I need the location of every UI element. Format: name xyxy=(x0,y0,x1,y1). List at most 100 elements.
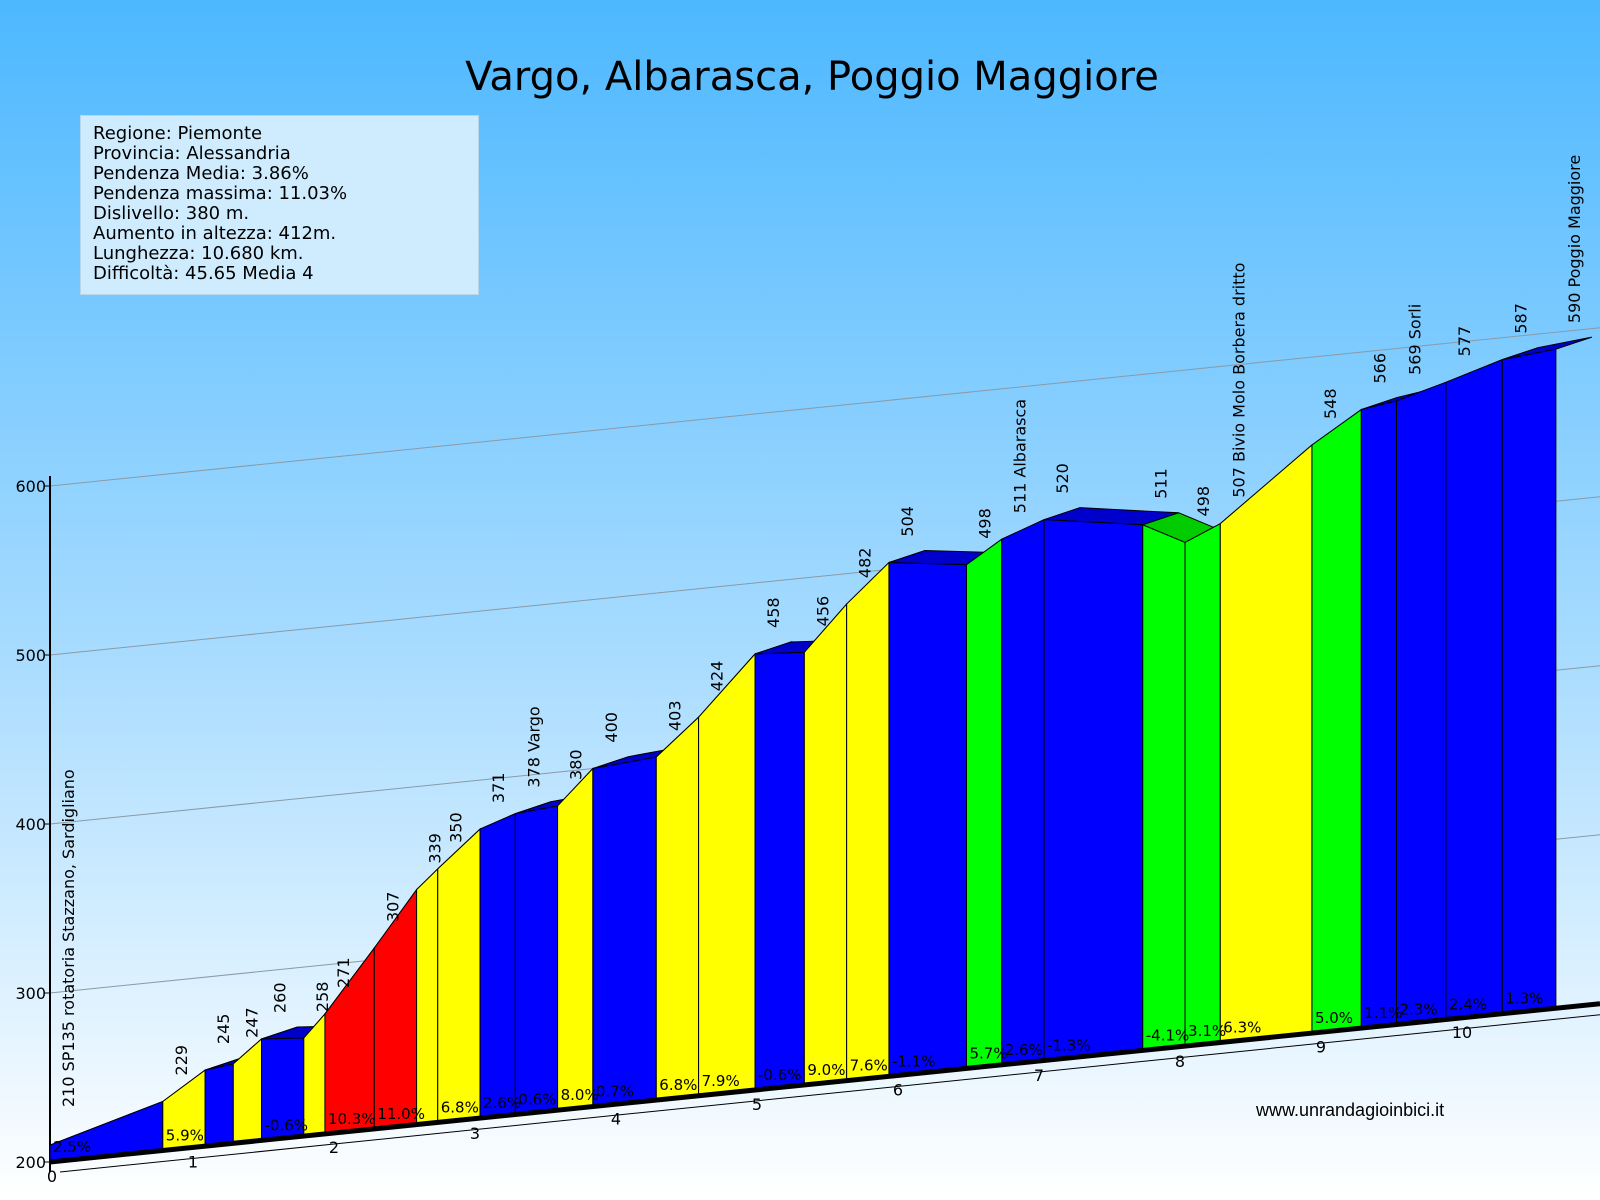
segment-front xyxy=(803,602,848,1086)
y-tick-label: 600 xyxy=(15,477,46,496)
grade-label: -0.6% xyxy=(758,1066,802,1084)
grade-label: 6.3% xyxy=(1223,1018,1261,1036)
gridline xyxy=(49,327,1600,487)
altitude-label: 577 xyxy=(1455,326,1474,357)
altitude-label: 511 Albarasca xyxy=(1011,399,1030,513)
x-tick-label: 4 xyxy=(611,1109,621,1128)
grade-label: 5.9% xyxy=(166,1126,204,1144)
x-tick-label: 9 xyxy=(1316,1037,1326,1056)
altitude-label: 245 xyxy=(214,1014,233,1045)
segment-front xyxy=(698,652,756,1097)
altitude-label: 229 xyxy=(172,1045,191,1076)
altitude-label: 504 xyxy=(898,506,917,537)
grade-label: 11.0% xyxy=(377,1105,425,1123)
segment-front xyxy=(1184,522,1221,1047)
segment-front xyxy=(1142,524,1186,1051)
x-tick-label: 10 xyxy=(1452,1023,1472,1042)
grade-labels: 2.5%5.9%-0.6% 10.3% 11.0% 6.8% 2.6%0.6% 8.0%0… xyxy=(53,990,1543,1156)
altitude-label: 498 xyxy=(1194,486,1213,517)
altitude-label: 350 xyxy=(447,812,466,843)
altitude-label: 548 xyxy=(1321,388,1340,419)
info-line: Dislivello: 380 m. xyxy=(93,203,250,224)
grade-label: -4.1% xyxy=(1146,1026,1190,1044)
segment-front xyxy=(1445,358,1503,1020)
baseline-line xyxy=(49,1001,1600,1165)
altitude-label: 339 xyxy=(426,833,445,864)
grade-label: 5.7% xyxy=(970,1044,1008,1062)
segment-front xyxy=(592,756,657,1108)
altitude-label: 498 xyxy=(976,508,995,539)
segment-front xyxy=(1043,519,1144,1062)
y-axis: 200 300 400 500 600 xyxy=(15,476,51,1172)
x-tick-label: 6 xyxy=(893,1081,903,1100)
profile-blocks xyxy=(49,336,1593,1163)
altitude-label: 210 SP135 rotatoria Stazzano, Sardiglian… xyxy=(59,769,78,1107)
info-line: Regione: Piemonte xyxy=(93,123,263,144)
altitude-label: 378 Vargo xyxy=(524,706,543,787)
segment-front xyxy=(754,651,805,1091)
grade-label: 2.6% xyxy=(483,1094,521,1112)
grade-label: 8.0% xyxy=(561,1086,599,1104)
baseline xyxy=(49,1001,1600,1173)
x-tick-label: 8 xyxy=(1175,1052,1185,1071)
segment-front xyxy=(514,805,559,1116)
y-tick-label: 400 xyxy=(15,815,46,834)
grade-label: 7.6% xyxy=(850,1057,888,1075)
grade-label: 0.6% xyxy=(518,1090,556,1108)
altitude-label: 520 xyxy=(1053,463,1072,494)
grade-label: 2.6% xyxy=(1005,1041,1043,1059)
info-line: Lunghezza: 10.680 km. xyxy=(93,243,304,264)
grade-label: 6.8% xyxy=(441,1098,479,1116)
x-tick-label: 0 xyxy=(47,1167,57,1186)
altitude-label: 507 Bivio Molo Borbera dritto xyxy=(1229,263,1248,498)
altitude-labels: 210 SP135 rotatoria Stazzano, Sardiglian… xyxy=(59,155,1584,1107)
x-axis: 0 1 2 3 4 5 6 7 8 9 10 xyxy=(47,1023,1472,1186)
grade-label: 7.9% xyxy=(702,1072,740,1090)
info-box: Regione: Piemonte Provincia: Alessandria P… xyxy=(80,115,479,295)
altitude-label: 307 xyxy=(383,892,402,923)
y-tick-label: 300 xyxy=(15,984,46,1003)
segment-front xyxy=(1311,408,1362,1034)
grade-label: -1.1% xyxy=(892,1052,936,1070)
grade-label: 1.1% xyxy=(1364,1004,1402,1022)
x-tick-label: 2 xyxy=(329,1138,339,1157)
segment-front xyxy=(479,812,516,1119)
x-tick-label: 3 xyxy=(470,1124,480,1143)
altitude-label: 566 xyxy=(1370,353,1389,384)
grade-label: -1.3% xyxy=(1047,1036,1091,1054)
grade-label: 5.0% xyxy=(1315,1009,1353,1027)
segment-front xyxy=(1001,518,1045,1066)
info-line: Difficoltà: 45.65 Media 4 xyxy=(93,263,314,284)
grade-label: 0.7% xyxy=(596,1083,634,1101)
segment-front xyxy=(1219,443,1313,1044)
grade-label: 2.4% xyxy=(1449,995,1487,1013)
altitude-label: 247 xyxy=(242,1007,261,1038)
grade-label: 1.3% xyxy=(1505,990,1543,1008)
grade-label: 10.3% xyxy=(328,1110,376,1128)
grade-label: 2.5% xyxy=(53,1138,91,1156)
altitude-label: 271 xyxy=(334,957,353,988)
altitude-label: 458 xyxy=(764,597,783,628)
altitude-label: 371 xyxy=(489,773,508,804)
chart-title: Vargo, Albarasca, Poggio Maggiore xyxy=(465,54,1159,100)
segment-front xyxy=(204,1063,234,1147)
segment-front xyxy=(557,767,594,1111)
segment-front xyxy=(437,827,481,1123)
altitude-label: 511 xyxy=(1152,468,1171,499)
website-credit: www.unrandagioinbici.it xyxy=(1256,1100,1445,1120)
altitude-label: 590 Poggio Maggiore xyxy=(1565,155,1584,323)
grade-label: 3.1% xyxy=(1188,1022,1226,1040)
segment-front xyxy=(416,867,439,1126)
altitude-label: 380 xyxy=(567,749,586,780)
segment-front xyxy=(1501,348,1557,1015)
grade-label: -0.6% xyxy=(265,1116,309,1134)
altitude-label: 587 xyxy=(1511,303,1530,334)
segment-front xyxy=(655,716,700,1101)
info-line: Pendenza Media: 3.86% xyxy=(93,163,309,184)
grade-label: 6.8% xyxy=(659,1076,697,1094)
info-line: Provincia: Alessandria xyxy=(93,143,291,164)
x-tick-label: 1 xyxy=(188,1153,198,1172)
profile-segment xyxy=(1501,336,1593,1015)
info-line: Pendenza massima: 11.03% xyxy=(93,183,348,204)
grade-label: 9.0% xyxy=(807,1061,845,1079)
